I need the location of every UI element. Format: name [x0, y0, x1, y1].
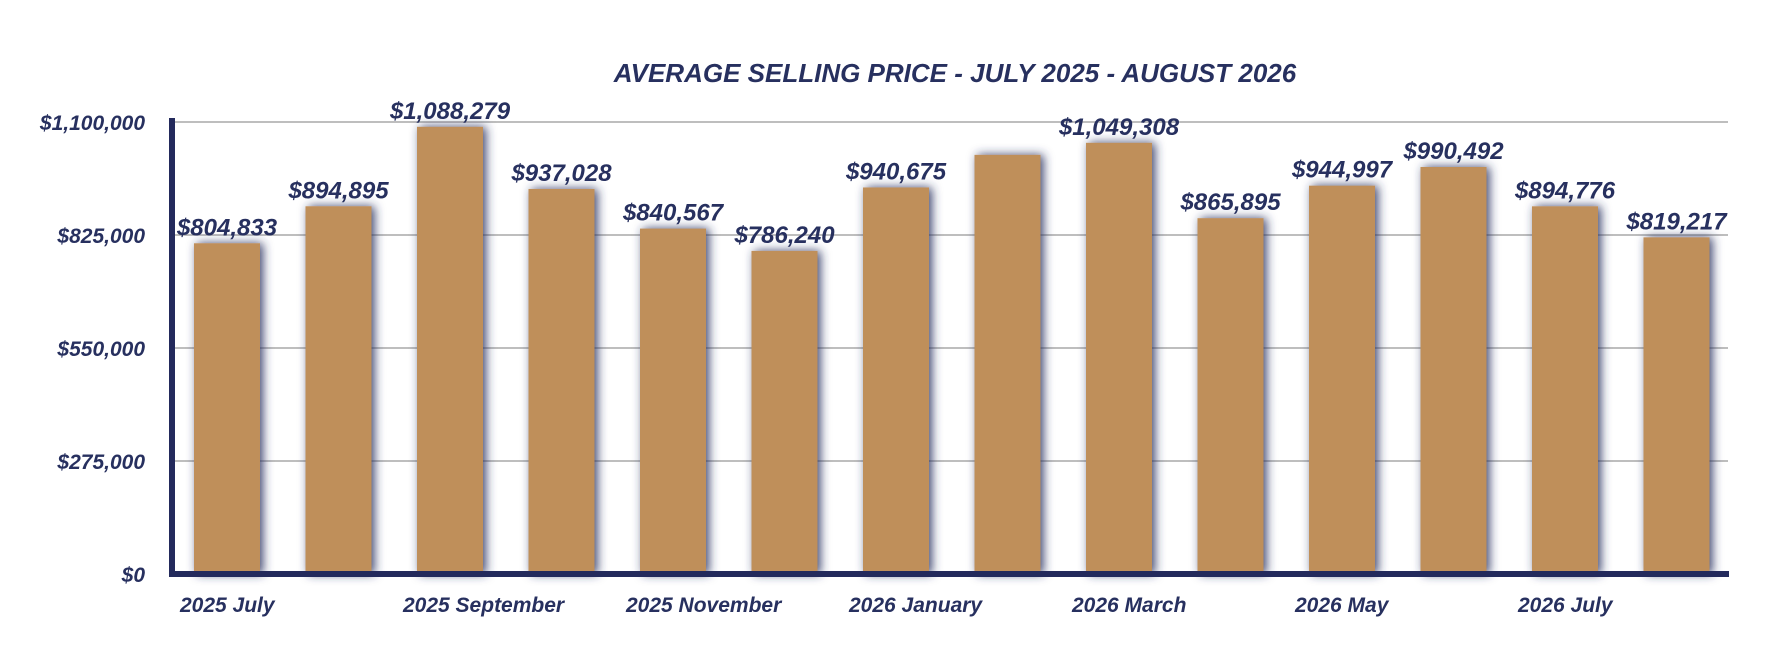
- y-tick-label: $550,000: [56, 338, 145, 361]
- x-tick-label: 2025 September: [402, 594, 566, 617]
- bar: [640, 228, 706, 574]
- bar: [417, 126, 483, 574]
- gridlines: [172, 121, 1728, 462]
- y-tick-label: $0: [121, 564, 146, 587]
- bar-value-label: $937,028: [510, 160, 612, 187]
- chart-title: AVERAGE SELLING PRICE - JULY 2025 - AUGU…: [613, 58, 1297, 88]
- bar-value-label: $894,776: [1514, 177, 1616, 204]
- bar: [1532, 206, 1598, 574]
- bar-value-label: $804,833: [176, 214, 278, 241]
- bar: [863, 187, 929, 575]
- bar-value-label: $940,675: [845, 158, 947, 185]
- y-axis-ticks: $0 $275,000 $550,000 $825,000 $1,100,000: [39, 112, 145, 587]
- x-tick-label: 2026 May: [1294, 594, 1390, 617]
- bar-value-label: $944,997: [1291, 157, 1394, 184]
- bar: [305, 206, 372, 574]
- x-tick-label: 2026 July: [1517, 594, 1614, 617]
- bar: [528, 188, 595, 574]
- bar: [1420, 166, 1487, 574]
- x-tick-label: 2025 November: [625, 594, 783, 617]
- x-axis-ticks: 2025 July 2025 September 2025 November 2026…: [179, 594, 1614, 617]
- bar: [1309, 185, 1375, 574]
- bar: [194, 243, 260, 574]
- y-tick-label: $825,000: [56, 225, 145, 248]
- bar-value-label: $1,088,279: [389, 98, 511, 125]
- y-tick-label: $1,100,000: [39, 112, 145, 135]
- bar: [1197, 218, 1264, 575]
- bar: [1086, 142, 1152, 574]
- bar: [974, 154, 1041, 574]
- bars: [194, 126, 1710, 575]
- bar-value-label: $819,217: [1625, 208, 1728, 235]
- bar-value-label: $894,895: [287, 177, 389, 204]
- bar-value-label: $786,240: [733, 222, 835, 249]
- bar: [751, 250, 818, 575]
- bar-value-label: $990,492: [1402, 138, 1504, 165]
- y-tick-label: $275,000: [56, 451, 145, 474]
- x-tick-label: 2026 January: [848, 594, 983, 617]
- bar-value-label: $840,567: [622, 200, 725, 227]
- bar-value-label: $1,049,308: [1058, 114, 1180, 141]
- data-labels: $804,833 $894,895 $1,088,279 $937,028 $840,5…: [176, 98, 1728, 249]
- bar-value-label: $865,895: [1179, 189, 1281, 216]
- bar: [1643, 237, 1710, 574]
- x-tick-label: 2025 July: [179, 594, 276, 617]
- x-tick-label: 2026 March: [1071, 594, 1186, 617]
